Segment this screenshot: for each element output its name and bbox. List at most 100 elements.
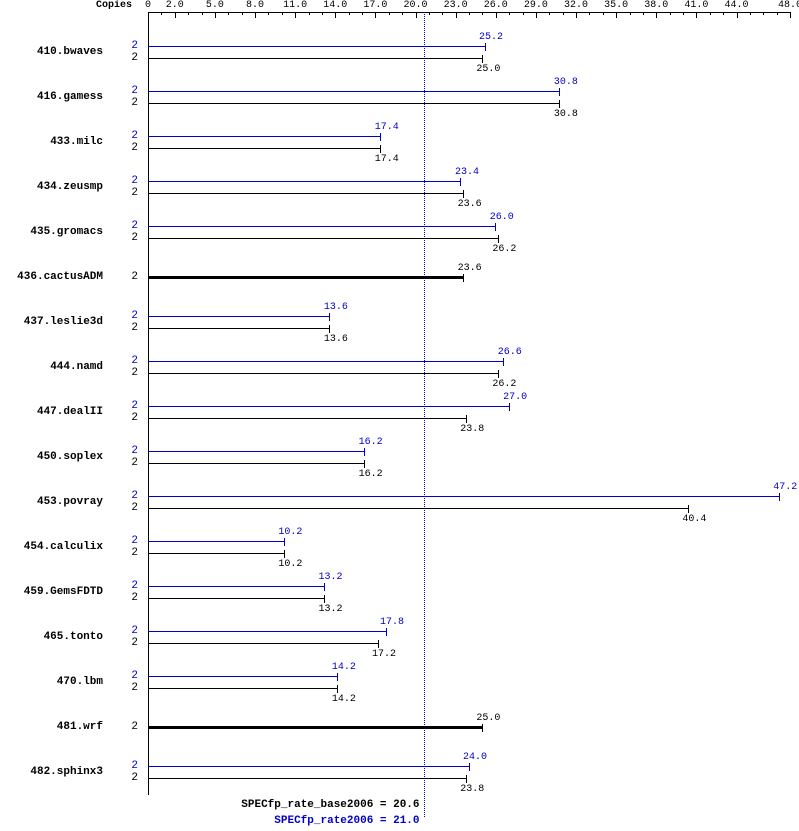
bar-line — [148, 496, 779, 497]
bar-line — [148, 586, 325, 587]
bar-value: 14.2 — [324, 694, 364, 705]
bar-value: 47.2 — [765, 482, 799, 493]
bar-line — [148, 328, 330, 329]
copies-value-blue: 2 — [118, 355, 138, 367]
bar-value: 30.8 — [546, 109, 586, 120]
benchmark-label: 444.namd — [0, 361, 103, 373]
bar-value: 23.4 — [447, 167, 487, 178]
benchmark-label: 470.lbm — [0, 676, 103, 688]
reference-line — [424, 12, 425, 817]
bar-cap — [463, 190, 464, 198]
copies-value: 2 — [118, 721, 138, 733]
x-minor-tick — [563, 12, 564, 15]
benchmark-label: 433.milc — [0, 136, 103, 148]
x-tick — [255, 12, 256, 18]
x-tick — [416, 12, 417, 18]
bar-line — [148, 181, 461, 182]
bar-cap — [460, 178, 461, 186]
bar-cap — [559, 88, 560, 96]
copies-value-blue: 2 — [118, 490, 138, 502]
bar-cap — [482, 724, 483, 732]
bar-value: 16.2 — [351, 437, 391, 448]
bar-line — [148, 631, 386, 632]
benchmark-label: 454.calculix — [0, 541, 103, 553]
x-minor-tick — [723, 12, 724, 15]
x-minor-tick — [268, 12, 269, 15]
bar-cap — [329, 313, 330, 321]
bar-cap — [498, 235, 499, 243]
bar-line — [148, 541, 284, 542]
bar-line — [148, 688, 338, 689]
x-tick — [215, 12, 216, 18]
x-minor-tick — [282, 12, 283, 15]
x-tick — [696, 12, 697, 18]
bar-cap — [284, 550, 285, 558]
x-tick-label: 48.0 — [778, 0, 799, 11]
bar-line — [148, 91, 560, 92]
x-minor-tick — [630, 12, 631, 15]
x-tick — [175, 12, 176, 18]
bar-value: 26.2 — [484, 244, 524, 255]
copies-value-black: 2 — [118, 637, 138, 649]
x-minor-tick — [750, 12, 751, 15]
bar-line — [148, 103, 560, 104]
x-tick-label: 32.0 — [564, 0, 588, 11]
x-minor-tick — [777, 12, 778, 15]
bar-cap — [559, 100, 560, 108]
x-tick-label: 41.0 — [684, 0, 708, 11]
x-minor-tick — [710, 12, 711, 15]
x-minor-tick — [309, 12, 310, 15]
bar-cap — [364, 448, 365, 456]
x-tick — [375, 12, 376, 18]
bar-value: 40.4 — [674, 514, 714, 525]
bar-line — [148, 643, 378, 644]
bar-line — [148, 778, 466, 779]
benchmark-label: 435.gromacs — [0, 226, 103, 238]
bar-value: 10.2 — [270, 527, 310, 538]
x-minor-tick — [482, 12, 483, 15]
bar-line — [148, 406, 509, 407]
bar-line — [148, 676, 338, 677]
copies-value-black: 2 — [118, 502, 138, 514]
x-tick — [456, 12, 457, 18]
x-minor-tick — [442, 12, 443, 15]
bar-line — [148, 226, 496, 227]
x-tick — [148, 12, 149, 18]
bar-cap — [364, 460, 365, 468]
copies-value-black: 2 — [118, 52, 138, 64]
x-minor-tick — [228, 12, 229, 15]
bar-line — [148, 361, 504, 362]
bar-cap — [284, 538, 285, 546]
x-tick-label: 23.0 — [444, 0, 468, 11]
copies-value-blue: 2 — [118, 130, 138, 142]
bar-value: 17.4 — [367, 154, 407, 165]
bar-cap — [386, 628, 387, 636]
copies-value-black: 2 — [118, 97, 138, 109]
bar-cap — [324, 595, 325, 603]
x-tick — [536, 12, 537, 18]
bar-cap — [495, 223, 496, 231]
bar-line — [148, 238, 498, 239]
bar-cap — [378, 640, 379, 648]
bar-cap — [509, 403, 510, 411]
copies-value-black: 2 — [118, 322, 138, 334]
bar-cap — [688, 505, 689, 513]
copies-value-blue: 2 — [118, 760, 138, 772]
bar-cap — [469, 763, 470, 771]
x-tick — [790, 12, 791, 18]
x-minor-tick — [429, 12, 430, 15]
x-minor-tick — [509, 12, 510, 15]
bar-line — [148, 463, 365, 464]
bar-value: 13.6 — [316, 334, 356, 345]
x-tick-label: 29.0 — [524, 0, 548, 11]
x-minor-tick — [603, 12, 604, 15]
bar-value: 17.8 — [372, 617, 412, 628]
bar-value: 23.6 — [450, 263, 490, 274]
bar-line — [148, 508, 688, 509]
copies-value-black: 2 — [118, 592, 138, 604]
benchmark-label: 410.bwaves — [0, 46, 103, 58]
bar-value: 25.0 — [468, 64, 508, 75]
bar-line — [148, 316, 330, 317]
bar-value: 27.0 — [495, 392, 535, 403]
bar-line — [148, 553, 284, 554]
